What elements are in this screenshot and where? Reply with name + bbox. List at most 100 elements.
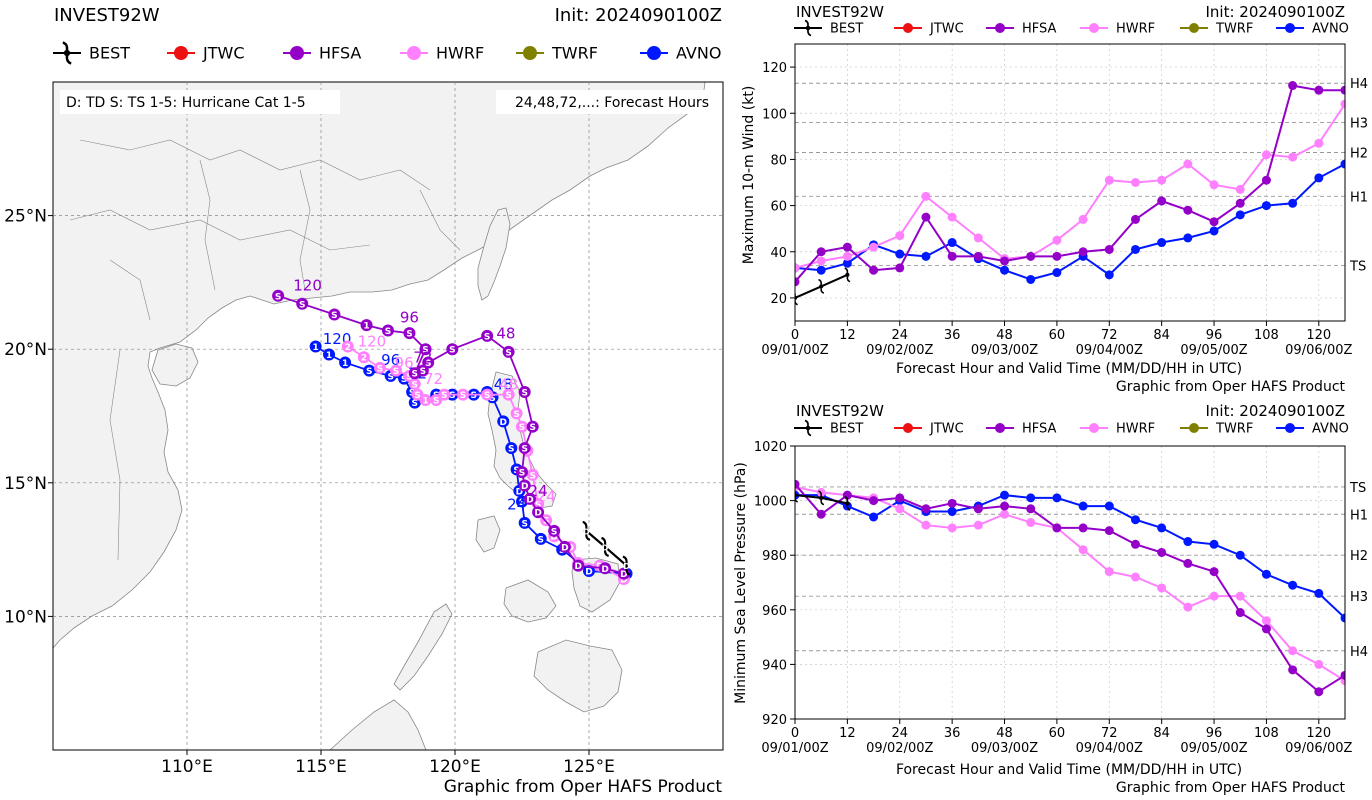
series-point-hfsa	[1026, 504, 1036, 514]
hurricane-icon-eye	[795, 295, 798, 300]
track-point-label: S	[414, 391, 420, 401]
track-point-label: D	[620, 570, 627, 580]
tick-label-x: 84	[1153, 328, 1170, 343]
best-hurricane-icon	[844, 495, 851, 511]
hurricane-icon-eye	[805, 25, 811, 31]
hurricane-icon-eye	[845, 501, 850, 506]
series-point-hfsa	[1261, 175, 1271, 185]
wind-legend: BEST JTWC HFSA HWRF TWRF AVNO	[794, 19, 1349, 37]
track-point-label: S	[519, 498, 525, 508]
map-credit: Graphic from Oper HAFS Product	[444, 777, 723, 797]
track-point-hfsa	[548, 524, 561, 537]
tick-label-x: 60	[1049, 726, 1066, 741]
track-point-hfsa	[532, 506, 545, 519]
series-point-hwrf	[1183, 159, 1193, 169]
series-point-hwrf	[1288, 646, 1298, 656]
series-point-avno	[1261, 201, 1271, 211]
track-point-avno	[505, 442, 518, 455]
tick-label-y: 20	[770, 292, 787, 307]
forecast-hour-label-hwrf: 48	[499, 375, 518, 393]
series-point-avno	[1130, 515, 1140, 525]
series-line-hwrf	[795, 486, 1345, 682]
date-label: 09/04/00Z	[1076, 741, 1143, 756]
series-point-hwrf	[1157, 583, 1167, 593]
map-lat-label: 15°N	[4, 474, 47, 494]
track-point-label: S	[529, 423, 535, 433]
threshold-label: H3	[1350, 116, 1368, 131]
track-point-avno	[323, 348, 336, 361]
track-point-label: 1	[422, 396, 428, 406]
series-point-avno	[1026, 274, 1036, 284]
tick-label-x: 0	[791, 726, 799, 741]
track-point-label: S	[535, 501, 541, 511]
track-point-label: S	[387, 372, 393, 382]
date-label: 09/05/00Z	[1180, 343, 1247, 358]
hfsa-dot-icon	[290, 46, 304, 60]
series-point-hwrf	[1235, 184, 1245, 194]
hainan-island	[151, 343, 199, 387]
series-point-hfsa	[1104, 244, 1114, 254]
plot-frame	[794, 43, 1346, 322]
tick-label-x: 48	[996, 726, 1013, 741]
track-point-label: S	[505, 391, 511, 401]
tick-label-y: 1000	[754, 495, 787, 510]
mainland-landmass	[53, 82, 706, 649]
track-point-label: S	[366, 367, 372, 377]
legend-label-hfsa: HFSA	[319, 44, 361, 63]
map-lon-label: 115°E	[295, 757, 347, 777]
track-point-hwrf	[510, 407, 523, 420]
series-point-avno	[1104, 501, 1114, 511]
series-point-hwrf	[1288, 152, 1298, 162]
tick-label-y: 40	[770, 246, 787, 261]
track-point-label: S	[529, 471, 535, 481]
hurricane-icon-eye	[845, 272, 850, 277]
threshold-label: H2	[1350, 146, 1368, 161]
track-point-label: S	[484, 332, 490, 342]
threshold-label: H4	[1350, 77, 1368, 92]
series-point-hwrf	[947, 523, 957, 533]
series-point-hwrf	[1000, 509, 1010, 519]
legend-label-hfsa: HFSA	[1022, 422, 1057, 437]
series-group	[795, 479, 1345, 697]
series-point-avno	[1130, 244, 1140, 254]
threshold-label: H1	[1350, 190, 1368, 205]
tick-label-x: 60	[1049, 328, 1066, 343]
series-point-hfsa	[1209, 567, 1219, 577]
map-key-text: D: TD S: TS 1-5: Hurricane Cat 1-5	[66, 95, 306, 111]
series-point-hfsa	[869, 496, 879, 506]
series-point-hwrf	[1052, 235, 1062, 245]
tick-label-x: 108	[1254, 328, 1279, 343]
track-point-hfsa	[408, 367, 421, 380]
series-point-hfsa	[1314, 85, 1324, 95]
wind-credit: Graphic from Oper HAFS Product	[1116, 379, 1346, 395]
map-lon-label: 120°E	[429, 757, 481, 777]
tick-label-y: 940	[762, 658, 787, 673]
series-point-hfsa	[1130, 214, 1140, 224]
series-point-hfsa	[1288, 665, 1298, 675]
track-point-label: S	[441, 391, 447, 401]
track-point-hfsa	[518, 442, 531, 455]
series-point-hfsa	[1261, 624, 1271, 634]
legend-label-jtwc: JTWC	[929, 22, 964, 37]
track-point-label: 1	[313, 343, 319, 353]
series-point-hfsa	[1183, 205, 1193, 215]
hwrf-dot-icon	[407, 46, 421, 60]
hurricane-icon-eye	[583, 528, 590, 534]
map-legend: BEST JTWC HFSA HWRF TWRF AVNO	[53, 41, 721, 65]
tick-label-x: 48	[996, 328, 1013, 343]
track-point-hwrf	[430, 393, 443, 406]
series-point-avno	[816, 265, 826, 275]
series-point-hfsa	[1340, 670, 1345, 680]
series-point-hfsa	[1209, 217, 1219, 227]
track-point-label: D	[534, 509, 541, 519]
series-point-hfsa	[816, 247, 826, 257]
hurricane-icon-arm	[601, 536, 607, 545]
series-point-avno	[1000, 490, 1010, 500]
series-point-avno	[1183, 537, 1193, 547]
track-point-hfsa	[382, 324, 394, 337]
series-point-avno	[1183, 233, 1193, 243]
series-point-hwrf	[816, 256, 826, 266]
series-point-hfsa	[842, 242, 852, 252]
best-hurricane-icon	[818, 278, 825, 294]
wind-chart-panel: INVEST92W Init: 2024090100Z BEST JTWC HFSA…	[741, 3, 1368, 395]
